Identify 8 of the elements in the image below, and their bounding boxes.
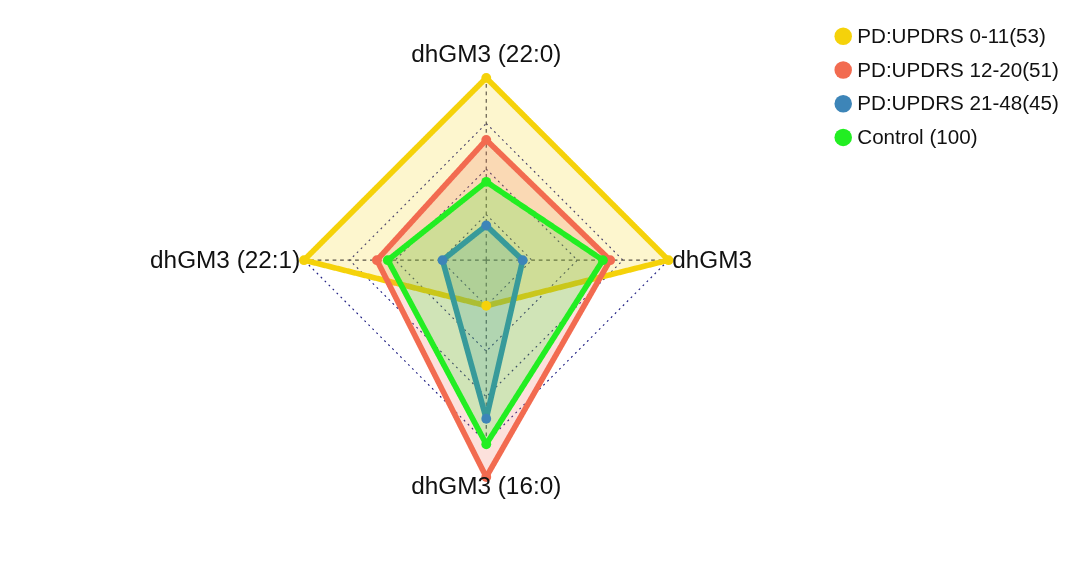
legend-label: PD:UPDRS 0-11(53) (857, 23, 1046, 47)
spoke-label: dhGM3 (672, 245, 753, 273)
spoke-label: dhGM3 (22:0) (411, 39, 562, 67)
legend-label: PD:UPDRS 12-20(51) (857, 57, 1059, 81)
spoke-label: dhGM3 (22:1) (150, 245, 301, 273)
legend-label: PD:UPDRS 21-48(45) (857, 91, 1059, 115)
spoke-label: dhGM3 (16:0) (411, 471, 562, 499)
legend-label: Control (100) (857, 124, 978, 148)
